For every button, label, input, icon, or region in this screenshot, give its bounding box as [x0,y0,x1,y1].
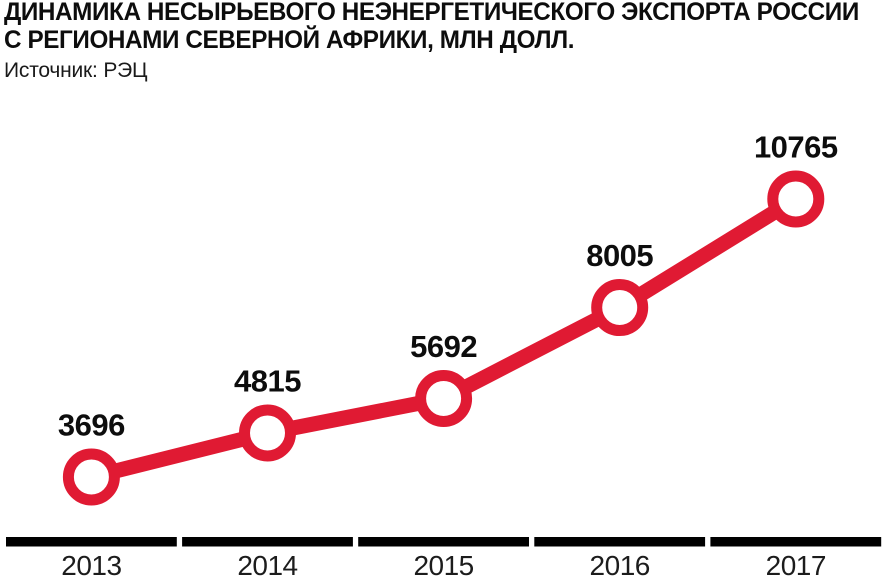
x-axis-bar-2013 [6,537,177,547]
data-label-2013: 3696 [58,408,125,443]
x-axis-year-label-2013: 2013 [61,550,121,576]
chart-title-line-2: С РЕГИОНАМИ СЕВЕРНОЙ АФРИКИ, МЛН ДОЛЛ. [4,26,575,54]
data-label-2017: 10765 [754,130,838,165]
source-label: Источник: РЭЦ [4,59,148,82]
data-label-2015: 5692 [410,329,477,364]
data-point-marker-2016 [591,279,649,337]
x-axis-bar-2014 [182,537,353,547]
chart-title: ДИНАМИКА НЕСЫРЬЕВОГО НЕЭНЕРГЕТИЧЕСКОГО Э… [4,0,860,54]
data-point-marker-2013 [62,448,120,506]
x-axis-year-label-2016: 2016 [590,550,650,576]
x-axis-year-label-2015: 2015 [413,550,473,576]
x-axis-bar-2017 [710,537,882,547]
data-point-marker-2015 [415,370,473,428]
data-point-marker-2014 [239,404,296,462]
x-axis-bar-2015 [358,537,529,547]
x-axis-bar-2016 [534,537,706,547]
data-point-marker-2017 [767,170,825,228]
data-label-2016: 8005 [586,238,653,273]
x-axis-year-label-2014: 2014 [237,550,297,576]
data-label-2014: 4815 [234,363,301,398]
chart-title-line-1: ДИНАМИКА НЕСЫРЬЕВОГО НЕЭНЕРГЕТИЧЕСКОГО Э… [4,0,859,26]
x-axis-year-label-2017: 2017 [766,550,826,576]
